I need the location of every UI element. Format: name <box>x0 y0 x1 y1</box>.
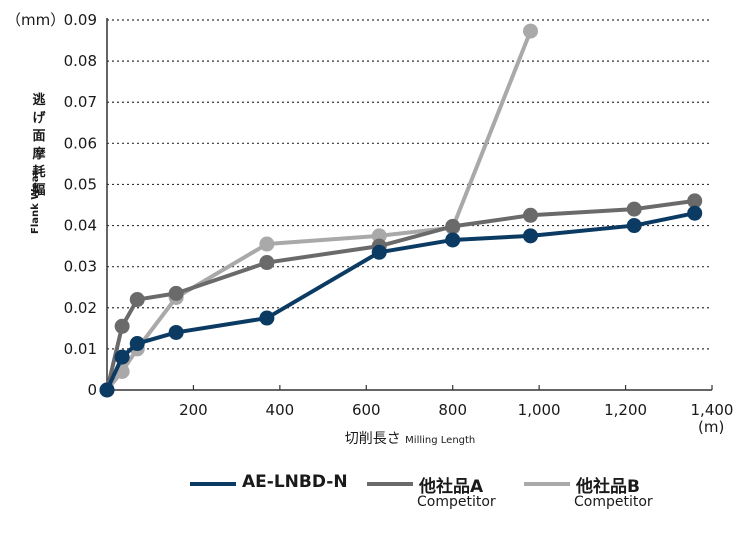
grid-lines <box>107 19 712 350</box>
y-tick-label: 0.09 <box>64 11 97 29</box>
y-tick-label: 0.02 <box>64 299 97 317</box>
data-point <box>445 232 461 248</box>
y-tick-label: 0.06 <box>64 134 97 152</box>
data-point <box>445 218 461 234</box>
x-tick-label: 200 <box>179 401 208 419</box>
x-tick-label: 400 <box>266 401 295 419</box>
data-point <box>626 218 642 234</box>
legend-swatch <box>524 482 570 486</box>
y-tick-labels: 0 0.01 0.02 0.03 0.04 0.05 0.06 0.07 0.08 0.09 <box>64 11 97 399</box>
data-point <box>259 310 275 326</box>
series-1 <box>99 23 538 398</box>
legend-sublabel: Competitor <box>417 494 496 510</box>
series-2 <box>99 193 703 398</box>
data-point <box>259 255 275 271</box>
data-point <box>129 336 145 352</box>
x-tick-label: 1,400 <box>691 401 734 419</box>
data-point <box>99 382 115 398</box>
data-point <box>259 236 275 252</box>
x-tick-label: 800 <box>438 401 467 419</box>
y-tick-label: 0.04 <box>64 217 97 235</box>
legend-label: 他社品B <box>576 477 640 497</box>
series-3 <box>99 205 703 398</box>
x-axis-label-jp: 切削長さ <box>344 431 401 447</box>
legend-label: AE-LNBD-N <box>242 472 348 492</box>
data-point <box>168 324 184 340</box>
data-point <box>114 349 130 365</box>
data-point <box>687 193 703 209</box>
legend-sublabel: Competitor <box>574 494 653 510</box>
data-point <box>626 201 642 217</box>
series-line <box>105 211 696 391</box>
x-axis-label: 切削長さ Milling Length <box>0 428 740 448</box>
y-unit-label: （mm） <box>6 11 65 29</box>
x-unit-label: (m) <box>698 418 724 436</box>
y-tick-label: 0.08 <box>64 52 97 70</box>
y-axis-label-en: Flank Wear <box>30 170 41 234</box>
x-tick-label: 1,200 <box>604 401 647 419</box>
x-axis-label-en: Milling Length <box>405 435 476 446</box>
data-point <box>371 244 387 260</box>
data-point <box>371 228 387 244</box>
y-tick-label: 0.07 <box>64 93 97 111</box>
y-tick-label: 0.03 <box>64 258 97 276</box>
data-point <box>114 318 130 334</box>
data-point <box>687 205 703 221</box>
data-point <box>168 285 184 301</box>
legend-swatch <box>367 482 413 486</box>
y-tick-label: 0.01 <box>64 340 97 358</box>
axes <box>106 18 713 391</box>
y-tick-label: 0.05 <box>64 175 97 193</box>
legend-swatch <box>190 482 236 486</box>
x-tick-labels: 200 400 600 800 1,000 1,200 1,400 <box>179 401 733 419</box>
data-point <box>523 23 538 39</box>
data-point <box>129 292 145 308</box>
series-group <box>99 23 703 398</box>
x-tick-label: 1,000 <box>518 401 561 419</box>
data-point <box>523 228 538 244</box>
y-axis-label-jp: 逃げ面摩耗幅 <box>32 93 46 198</box>
data-point <box>523 207 538 223</box>
y-tick-label: 0 <box>87 381 97 399</box>
legend-label: 他社品A <box>419 477 484 497</box>
x-tick-label: 600 <box>352 401 381 419</box>
series-line <box>105 198 695 391</box>
